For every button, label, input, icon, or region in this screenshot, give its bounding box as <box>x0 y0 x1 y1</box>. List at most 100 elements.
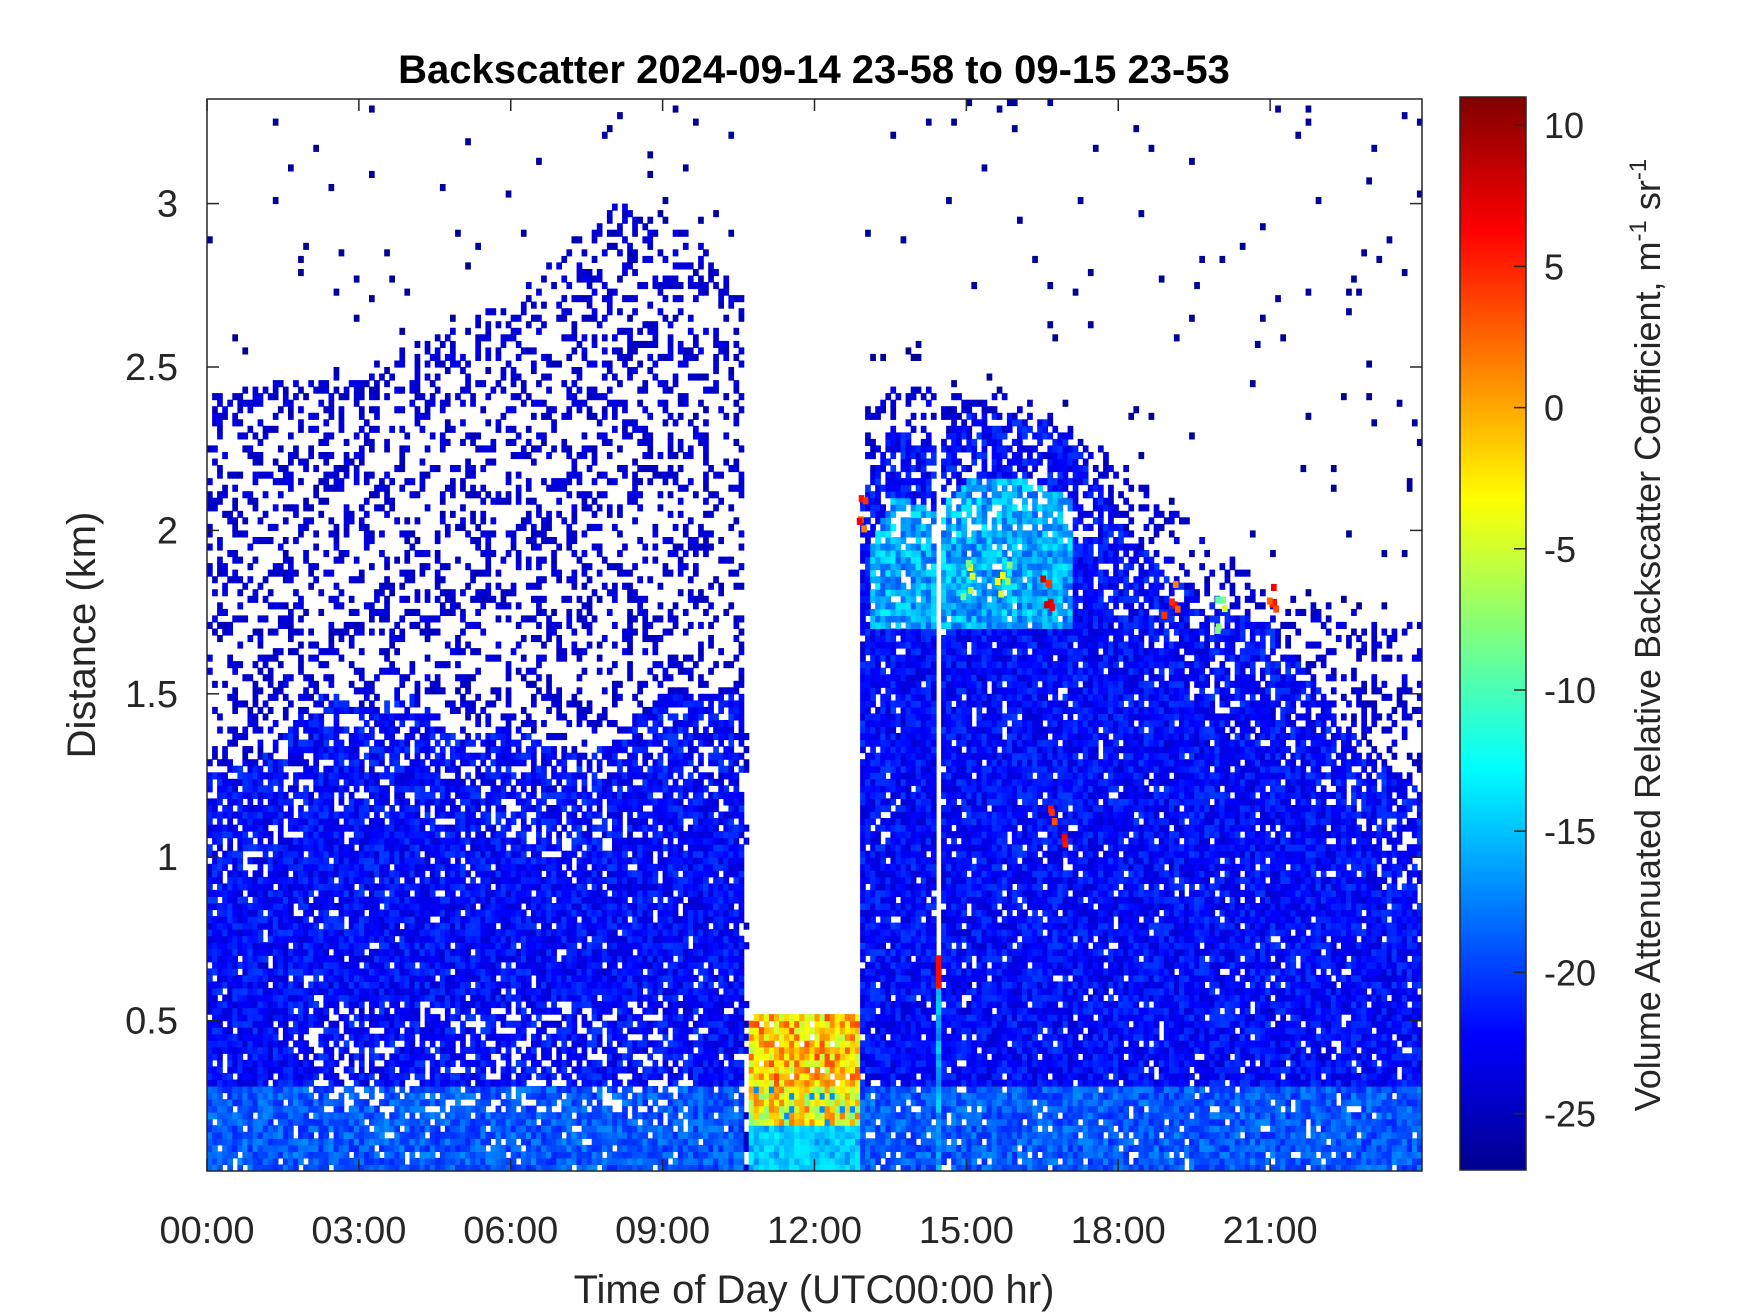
heatmap-cell <box>323 903 330 911</box>
heatmap-cell <box>369 870 375 878</box>
heatmap-cell <box>460 746 466 754</box>
heatmap-cell <box>369 857 375 865</box>
heatmap-cell <box>460 948 466 956</box>
heatmap-cell <box>338 791 345 799</box>
heatmap-cell <box>404 785 411 793</box>
heatmap-cell <box>541 1046 547 1054</box>
heatmap-cell <box>520 517 527 525</box>
heatmap-cell <box>237 805 244 813</box>
heatmap-cell <box>333 693 340 701</box>
heatmap-cell <box>298 968 304 976</box>
heatmap-cell <box>343 772 350 780</box>
heatmap-cell <box>470 903 476 911</box>
heatmap-cell <box>505 1073 512 1081</box>
heatmap-cell <box>369 974 375 982</box>
heatmap-cell <box>485 321 492 329</box>
heatmap-cell <box>490 1092 497 1100</box>
heatmap-cell <box>328 863 335 871</box>
heatmap-cell <box>434 1059 441 1067</box>
heatmap-cell <box>404 1164 411 1171</box>
heatmap-cell <box>308 1073 314 1081</box>
heatmap-cell <box>272 909 279 917</box>
heatmap-cell <box>207 569 213 577</box>
heatmap-cell <box>374 608 380 616</box>
heatmap-cell <box>475 981 481 989</box>
heatmap-cell <box>490 837 497 845</box>
heatmap-cell <box>404 929 411 937</box>
heatmap-cell <box>520 955 527 963</box>
heatmap-cell <box>434 347 441 355</box>
heatmap-cell <box>222 935 228 943</box>
heatmap-cell <box>414 1118 421 1126</box>
heatmap-cell <box>363 733 370 741</box>
heatmap-cell <box>475 857 481 865</box>
heatmap-cell <box>343 700 350 708</box>
heatmap-cell <box>389 844 395 852</box>
heatmap-cell <box>389 772 395 780</box>
heatmap-cell <box>384 1059 390 1067</box>
heatmap-cell <box>313 831 319 839</box>
heatmap-cell <box>282 621 289 629</box>
heatmap-cell <box>217 889 223 897</box>
heatmap-cell <box>414 1105 421 1113</box>
heatmap-cell <box>212 1066 218 1074</box>
heatmap-cell <box>429 1164 436 1171</box>
heatmap-cell <box>505 615 512 623</box>
heatmap-cell <box>338 1164 345 1171</box>
heatmap-cell <box>394 1144 400 1152</box>
heatmap-cell <box>495 569 502 577</box>
heatmap-cell <box>414 1131 421 1139</box>
heatmap-cell <box>444 765 451 773</box>
heatmap-cell <box>475 955 481 963</box>
heatmap-cell <box>490 1157 497 1165</box>
heatmap-cell <box>444 994 451 1002</box>
heatmap-cell <box>475 1001 481 1009</box>
heatmap-cell <box>374 1151 380 1159</box>
heatmap-cell <box>308 876 314 884</box>
heatmap-cell <box>536 510 542 518</box>
heatmap-cell <box>465 1046 471 1054</box>
heatmap-cell <box>328 1125 335 1133</box>
heatmap-cell <box>505 1079 512 1087</box>
heatmap-cell <box>525 295 532 303</box>
heatmap-cell <box>257 961 264 969</box>
heatmap-cell <box>525 883 532 891</box>
heatmap-cell <box>444 1033 451 1041</box>
heatmap-cell <box>313 929 319 937</box>
heatmap-cell <box>429 968 436 976</box>
heatmap-cell <box>399 327 406 335</box>
heatmap-cell <box>439 1079 446 1087</box>
heatmap-cell <box>232 497 238 505</box>
heatmap-cell <box>267 798 274 806</box>
heatmap-cell <box>439 491 446 499</box>
heatmap-cell <box>353 935 360 943</box>
heatmap-cell <box>389 1066 395 1074</box>
heatmap-cell <box>262 968 269 976</box>
heatmap-cell <box>444 563 451 571</box>
heatmap-cell <box>328 942 335 950</box>
heatmap-cell <box>444 935 451 943</box>
heatmap-cell <box>520 981 527 989</box>
heatmap-cell <box>313 1125 319 1133</box>
heatmap-cell <box>227 961 233 969</box>
heatmap-cell <box>242 955 249 963</box>
heatmap-cell <box>282 1105 289 1113</box>
heatmap-cell <box>384 831 390 839</box>
heatmap-cell <box>460 863 466 871</box>
heatmap-cell <box>298 929 304 937</box>
heatmap-cell <box>303 720 309 728</box>
heatmap-cell <box>525 1073 532 1081</box>
heatmap-cell <box>313 641 319 649</box>
heatmap-cell <box>399 850 406 858</box>
heatmap-cell <box>531 582 537 590</box>
heatmap-cell <box>343 824 350 832</box>
heatmap-cell <box>525 778 532 786</box>
heatmap-cell <box>282 1007 289 1015</box>
heatmap-cell <box>450 733 456 741</box>
heatmap-cell <box>520 615 527 623</box>
heatmap-cell <box>444 353 451 361</box>
heatmap-cell <box>450 1001 456 1009</box>
heatmap-cell <box>424 589 431 597</box>
heatmap-cell <box>536 903 542 911</box>
